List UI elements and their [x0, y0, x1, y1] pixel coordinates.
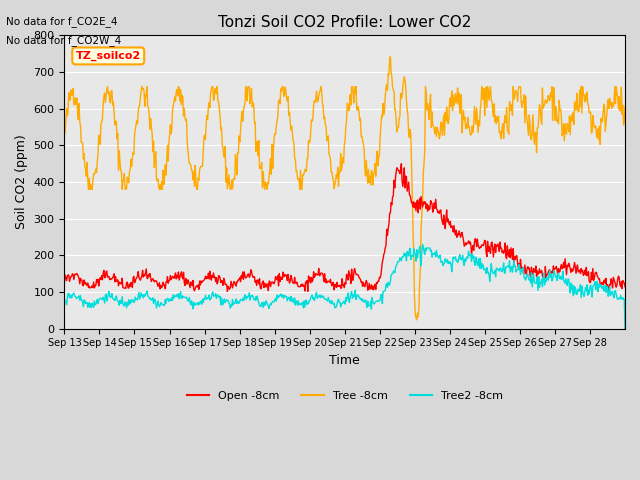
Y-axis label: Soil CO2 (ppm): Soil CO2 (ppm) [15, 134, 28, 229]
Title: Tonzi Soil CO2 Profile: Lower CO2: Tonzi Soil CO2 Profile: Lower CO2 [218, 15, 472, 30]
Text: No data for f_CO2E_4: No data for f_CO2E_4 [6, 16, 118, 27]
Legend: Open -8cm, Tree -8cm, Tree2 -8cm: Open -8cm, Tree -8cm, Tree2 -8cm [182, 386, 507, 405]
Text: TZ_soilco2: TZ_soilco2 [76, 51, 141, 61]
X-axis label: Time: Time [330, 354, 360, 367]
Text: No data for f_CO2W_4: No data for f_CO2W_4 [6, 35, 122, 46]
